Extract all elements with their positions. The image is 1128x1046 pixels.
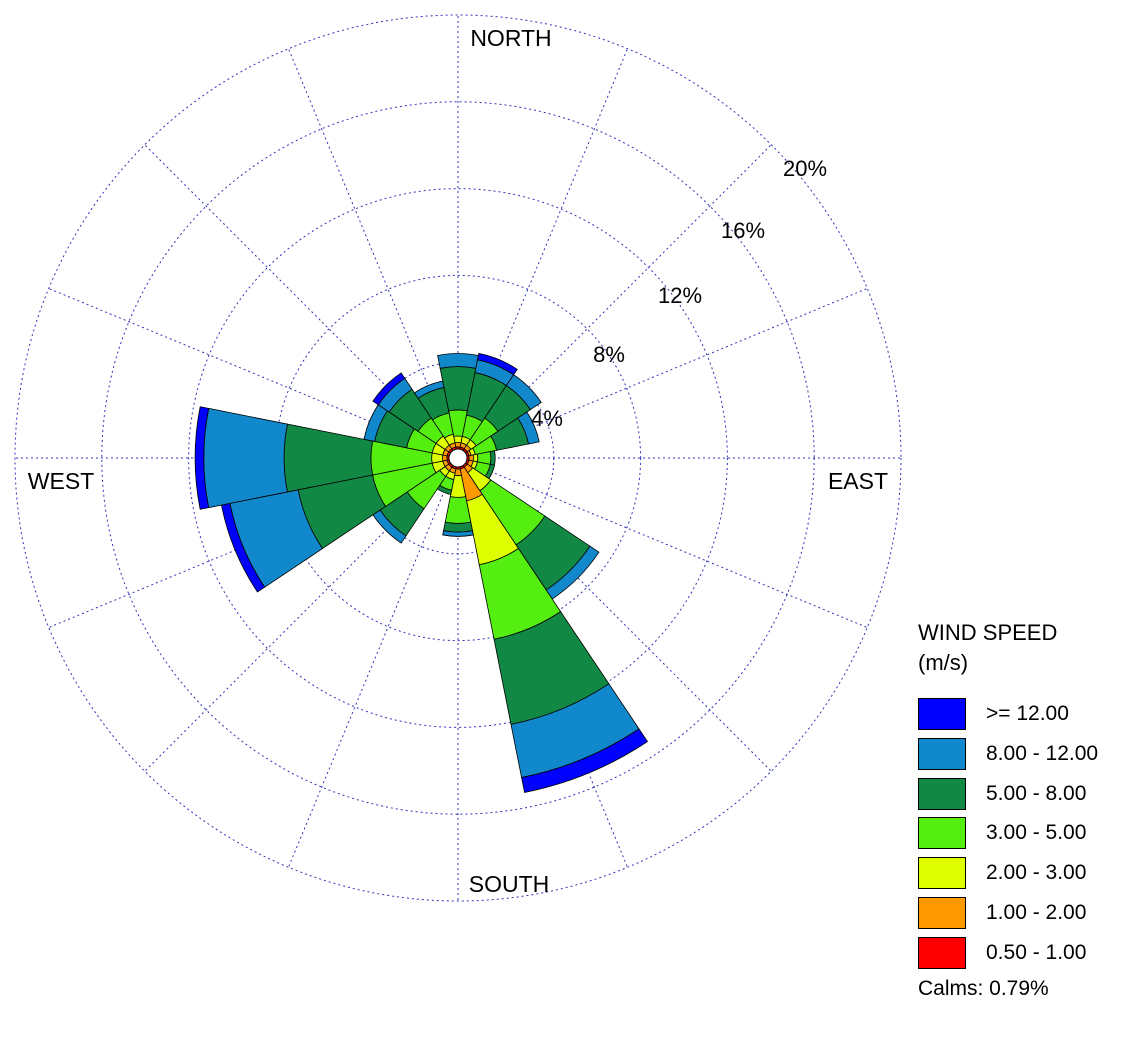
- calms-label: Calms: 0.79%: [918, 976, 1049, 1000]
- legend-swatch: [918, 936, 966, 969]
- direction-label-east: EAST: [828, 468, 888, 494]
- legend-item: 2.00 - 3.00: [918, 857, 1123, 890]
- legend-label: 3.00 - 5.00: [986, 821, 1087, 845]
- legend-title-line1: WIND SPEED: [918, 620, 1058, 645]
- legend-label: 8.00 - 12.00: [986, 741, 1099, 765]
- radial-tick-label-16: 16%: [721, 218, 765, 243]
- petal-NW-bin-6: [372, 372, 406, 406]
- radial-tick-label-12: 12%: [658, 283, 702, 308]
- legend-label: 1.00 - 2.00: [986, 900, 1087, 924]
- legend: WIND SPEED (m/s) >= 12.00 8.00 - 12.00 5.0…: [918, 618, 1123, 1001]
- petal-E-bin-4: [489, 450, 496, 466]
- legend-title-line2: (m/s): [918, 650, 969, 675]
- grid-ring-16: [101, 101, 815, 815]
- grid-ring-8: [274, 274, 642, 642]
- legend-swatch: [918, 698, 966, 730]
- petal-S-bin-5: [442, 530, 474, 537]
- legend-swatch: [918, 737, 966, 770]
- legend-title: WIND SPEED (m/s): [918, 618, 1123, 678]
- grid-spoke-NW: [144, 144, 459, 459]
- grid-spoke-NNE: [457, 48, 628, 459]
- legend-swatch: [918, 857, 966, 890]
- grid-ring-12: [188, 188, 728, 728]
- legend-item: 1.00 - 2.00: [918, 896, 1123, 929]
- petal-W-bin-6: [194, 406, 210, 510]
- grid-spoke-NE: [457, 144, 772, 459]
- legend-label: 5.00 - 8.00: [986, 781, 1087, 805]
- legend-swatch: [918, 777, 966, 810]
- grid-spoke-ENE: [457, 288, 868, 459]
- grid-spoke-WNW: [48, 288, 459, 459]
- wind-petals: [194, 352, 649, 793]
- radial-tick-label-20: 20%: [783, 156, 827, 181]
- legend-label: 0.50 - 1.00: [986, 940, 1087, 964]
- direction-label-north: NORTH: [470, 25, 551, 51]
- grid-spoke-SW: [144, 457, 459, 772]
- axis-labels: NORTH EAST SOUTH WEST 4% 8% 12% 16% 20%: [28, 25, 888, 897]
- calm-circle: [448, 448, 468, 468]
- direction-label-south: SOUTH: [469, 871, 550, 897]
- petal-N-bin-5: [437, 353, 479, 369]
- petal-W-bin-5: [203, 407, 288, 509]
- petal-NNW-bin-5: [413, 380, 445, 399]
- grid-spoke-SSW: [288, 457, 459, 868]
- legend-swatch: [918, 896, 966, 929]
- grid-spoke-ESE: [457, 457, 868, 628]
- legend-item: 0.50 - 1.00: [918, 936, 1123, 969]
- legend-label: 2.00 - 3.00: [986, 861, 1087, 885]
- legend-label: >= 12.00: [986, 702, 1069, 725]
- petal-SSE-bin-6: [521, 728, 649, 793]
- legend-item: >= 12.00: [918, 698, 1123, 730]
- grid-spoke-SE: [457, 457, 772, 772]
- legend-item: 3.00 - 5.00: [918, 817, 1123, 850]
- petal-ENE-bin-5: [517, 411, 540, 445]
- radial-tick-label-4: 4%: [531, 406, 563, 431]
- legend-item: 8.00 - 12.00: [918, 737, 1123, 770]
- legend-items: >= 12.00 8.00 - 12.00 5.00 - 8.00 3.00 - 5.…: [918, 698, 1123, 969]
- grid-spoke-NNW: [288, 48, 459, 459]
- petal-E-bin-2: [472, 453, 479, 463]
- legend-swatch: [918, 817, 966, 850]
- petal-S-bin-4: [443, 521, 473, 533]
- legend-item: 5.00 - 8.00: [918, 777, 1123, 810]
- grid-ring-20: [14, 14, 902, 902]
- petal-NE-bin-5: [505, 374, 542, 411]
- direction-label-west: WEST: [28, 468, 94, 494]
- radial-tick-label-8: 8%: [593, 342, 625, 367]
